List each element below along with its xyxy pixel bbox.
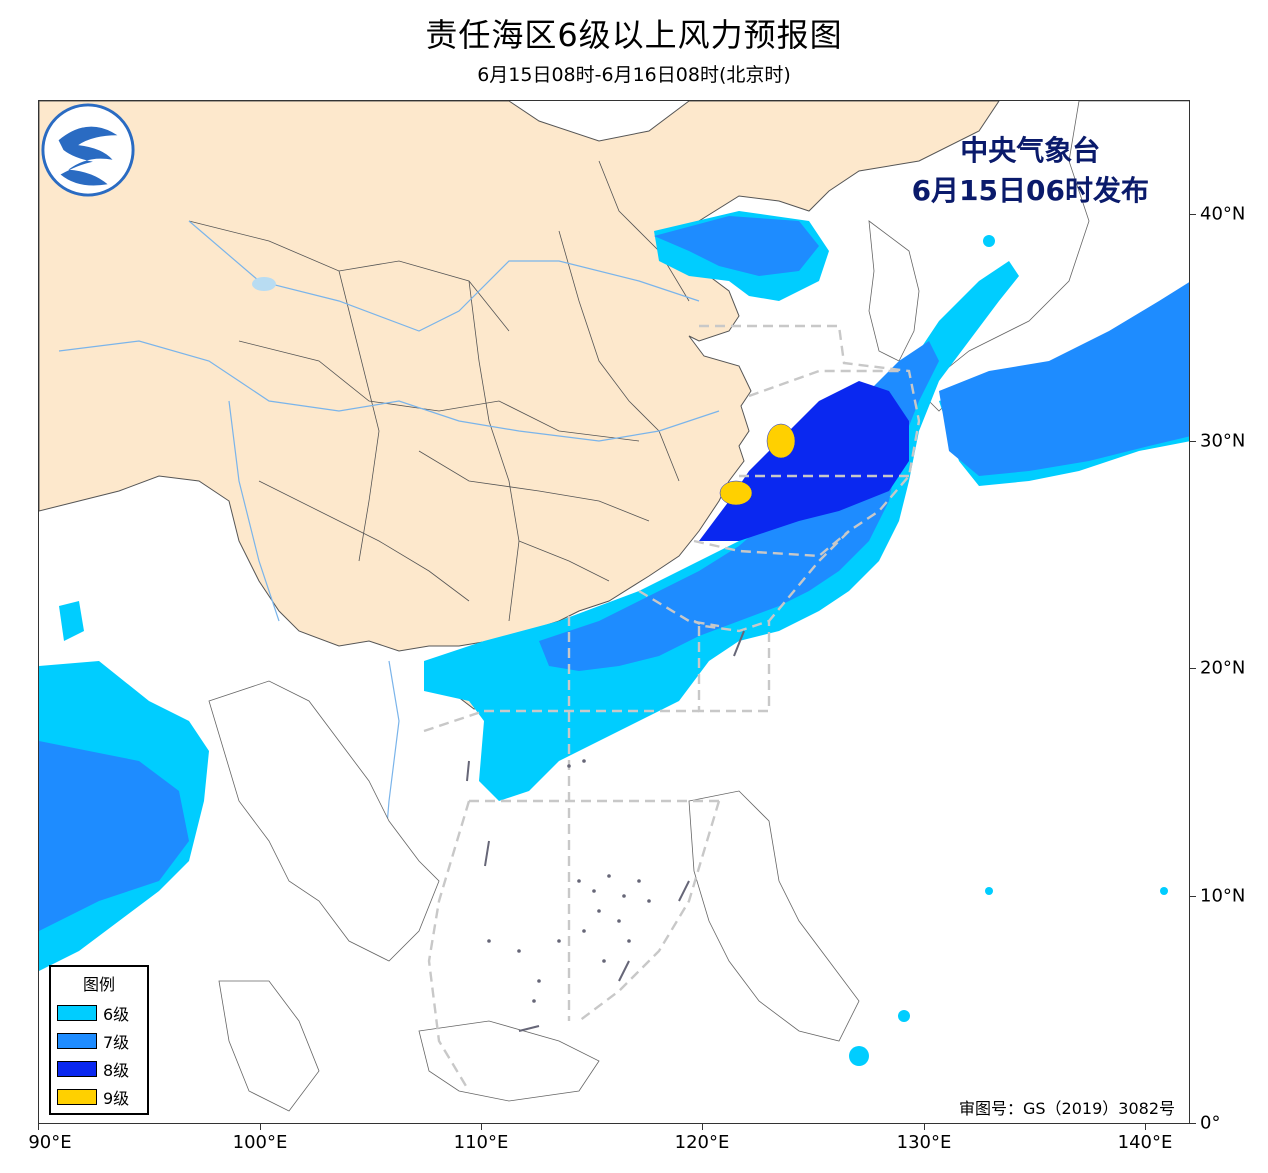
y-tick-label: 0° — [1200, 1112, 1221, 1134]
legend-swatch — [57, 1061, 97, 1077]
china-land — [39, 101, 1000, 652]
x-tick-label: 140°E — [1117, 1132, 1173, 1153]
legend-item-level-9: 9级 — [57, 1083, 141, 1111]
legend-box: 图例 6级 7级 8级 9级 — [49, 965, 149, 1115]
sea-zone-boundaries — [423, 324, 921, 1092]
x-tickmark — [1145, 1124, 1146, 1130]
y-tickmark — [1190, 668, 1196, 669]
x-tickmark — [38, 1124, 39, 1130]
x-tick-label: 100°E — [232, 1132, 288, 1153]
legend-title: 图例 — [82, 975, 115, 994]
legend-swatch — [57, 1033, 97, 1049]
x-tickmark — [924, 1124, 925, 1130]
y-tickmark — [1190, 896, 1196, 897]
issuer-agency: 中央气象台 — [960, 134, 1101, 167]
legend-item-level-7: 7级 — [57, 1027, 141, 1055]
map-canvas — [39, 101, 1189, 1112]
map-subtitle: 6月15日08时-6月16日08时(北京时) — [477, 64, 791, 86]
y-tick-label: 30°N — [1200, 430, 1246, 452]
x-tick-label: 130°E — [896, 1132, 952, 1153]
y-tick-label: 10°N — [1200, 885, 1246, 907]
x-tickmark — [702, 1124, 703, 1130]
map-approval-number: 审图号：GS（2019）3082号 — [959, 1099, 1175, 1118]
legend-item-level-8: 8级 — [57, 1055, 141, 1083]
x-tick-label: 120°E — [674, 1132, 730, 1153]
legend-label: 9级 — [103, 1089, 130, 1108]
legend-swatch — [57, 1089, 97, 1105]
legend-label: 8级 — [103, 1061, 130, 1080]
y-tick-label: 40°N — [1200, 203, 1246, 225]
y-tickmark — [1190, 1123, 1196, 1124]
x-tick-label: 110°E — [453, 1132, 509, 1153]
legend-label: 7级 — [103, 1033, 130, 1052]
x-tickmark — [481, 1124, 482, 1130]
province-boundaries — [188, 160, 690, 622]
forecast-map: 中央气象台 6月15日06时发布 图例 6级 7级 8级 9级 审图号：GS（2… — [38, 100, 1190, 1124]
cma-logo-icon — [41, 103, 135, 197]
spratly-islands — [487, 759, 651, 1003]
wind-level-7-areas — [39, 216, 1189, 931]
y-tickmark — [1190, 441, 1196, 442]
y-tick-label: 20°N — [1200, 657, 1246, 679]
x-tickmark — [260, 1124, 261, 1130]
dash-line-marks — [466, 630, 745, 1032]
wind-level-8-area — [699, 381, 909, 541]
map-title: 责任海区6级以上风力预报图 — [425, 16, 843, 54]
issue-time: 6月15日06时发布 — [911, 174, 1149, 207]
legend-item-level-6: 6级 — [57, 999, 141, 1027]
x-tick-label: 90°E — [28, 1132, 72, 1153]
legend-label: 6级 — [103, 1005, 130, 1024]
legend-swatch — [57, 1005, 97, 1021]
wind-level-9-areas — [719, 423, 796, 506]
qinghai-lake — [252, 277, 276, 291]
y-tickmark — [1190, 214, 1196, 215]
issuer-block: 中央气象台 6月15日06时发布 — [912, 131, 1149, 211]
